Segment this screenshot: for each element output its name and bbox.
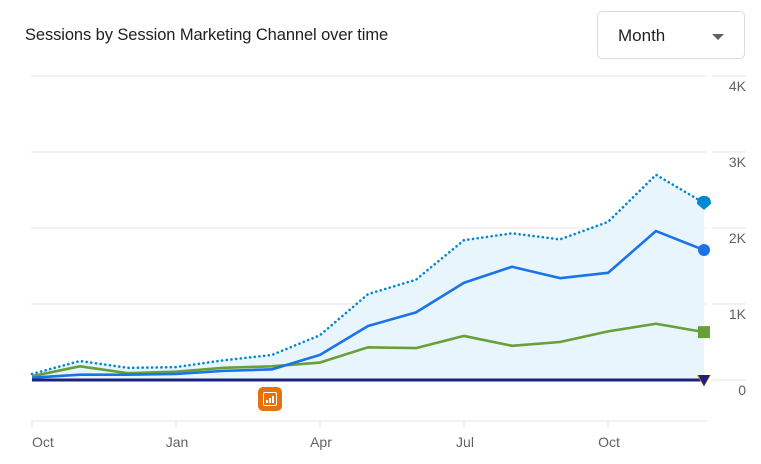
x-axis: Oct Jan Apr Jul Oct [31, 420, 707, 450]
y-tick-label: 3K [729, 154, 747, 170]
x-tick-label: Jan [166, 434, 189, 450]
total-area [32, 174, 704, 380]
chart-title: Sessions by Session Marketing Channel ov… [25, 26, 389, 44]
x-tick-label: Oct [32, 434, 54, 450]
series-line-channel-a [31, 229, 705, 380]
x-tick-label: Oct [598, 434, 620, 450]
granularity-dropdown[interactable]: Month [597, 11, 745, 59]
x-tick-label: Jul [456, 434, 474, 450]
series-marker-channel-c [698, 375, 710, 386]
y-tick-label: 1K [729, 306, 747, 322]
series-line-channel-b [31, 322, 705, 378]
series-lines [30, 173, 706, 382]
granularity-selected: Month [618, 26, 666, 45]
series-markers [697, 195, 711, 387]
chevron-down-icon [712, 34, 724, 40]
y-tick-label: 4K [729, 78, 747, 94]
report-icon [263, 392, 277, 406]
area-fill [32, 174, 704, 380]
annotation-marker[interactable] [258, 387, 282, 411]
y-tick-label: 2K [729, 230, 747, 246]
y-tick-label: 0 [738, 382, 746, 398]
series-marker-channel-b [698, 326, 710, 339]
series-line-total [30, 173, 706, 376]
y-axis: 0 1K 2K 3K 4K [729, 78, 747, 398]
series-marker-total [697, 195, 711, 210]
x-tick-label: Apr [310, 434, 332, 450]
series-marker-channel-a [698, 244, 710, 257]
